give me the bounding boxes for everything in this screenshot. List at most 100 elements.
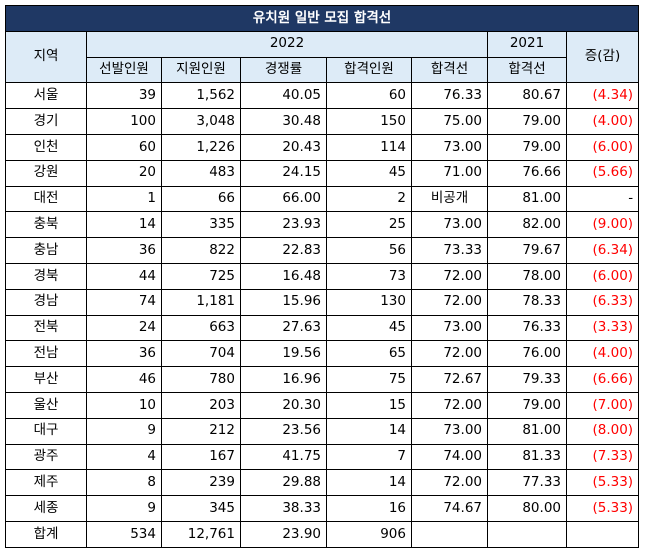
cell-cutoff-2022: 72.00	[411, 288, 488, 316]
cell-applicants: 3,048	[161, 108, 241, 135]
cell-cutoff-2022: 73.00	[411, 314, 488, 342]
cell-cutoff-2021: 80.67	[487, 82, 567, 110]
table-row: 충남 36 822 22.83 56 73.33 79.67 (6.34)	[5, 237, 640, 264]
cell-selected: 4	[86, 443, 162, 471]
header-cutoff-2022: 합격선	[411, 56, 488, 84]
cell-change: (7.00)	[565, 391, 640, 419]
cell-passed: 65	[326, 340, 412, 368]
cell-change: (5.33)	[565, 495, 640, 522]
cell-passed: 14	[326, 417, 412, 445]
admission-table: 유치원 일반 모집 합격선 지역 2022 2021 증(감) 선발인원 지원인…	[4, 5, 640, 548]
cell-ratio: 30.48	[240, 108, 327, 135]
cell-ratio: 20.30	[240, 391, 327, 419]
cell-region: 부산	[5, 366, 87, 393]
cell-cutoff-2021	[487, 520, 567, 548]
cell-ratio: 20.43	[240, 133, 327, 161]
table-row: 인천 60 1,226 20.43 114 73.00 79.00 (6.00)	[5, 133, 640, 161]
header-row-2: 선발인원 지원인원 경쟁률 합격인원 합격선 합격선	[6, 56, 639, 84]
cell-region: 강원	[5, 159, 87, 187]
cell-applicants: 1,226	[161, 133, 241, 161]
header-change: 증(감)	[565, 30, 640, 84]
title-row: 유치원 일반 모집 합격선	[4, 5, 640, 32]
cell-change: (9.00)	[565, 211, 640, 239]
cell-cutoff-2021: 79.67	[487, 237, 567, 264]
cell-selected: 44	[86, 262, 162, 290]
cell-region: 경기	[5, 108, 87, 135]
cell-applicants: 725	[161, 262, 241, 290]
total-row: 합계 534 12,761 23.90 906	[5, 520, 640, 548]
spreadsheet-table-container: 유치원 일반 모집 합격선 지역 2022 2021 증(감) 선발인원 지원인…	[4, 5, 640, 548]
cell-ratio: 24.15	[240, 159, 327, 187]
cell-applicants: 167	[161, 443, 241, 471]
cell-passed: 114	[326, 133, 412, 161]
cell-passed: 130	[326, 288, 412, 316]
cell-passed: 14	[326, 469, 412, 497]
cell-change: (5.33)	[565, 469, 640, 497]
cell-region: 서울	[5, 82, 87, 110]
cell-region: 전남	[5, 340, 87, 368]
cell-cutoff-2021: 81.33	[487, 443, 567, 471]
cell-ratio: 38.33	[240, 495, 327, 522]
cell-cutoff-2022: 73.00	[411, 211, 488, 239]
cell-applicants: 780	[161, 366, 241, 393]
cell-cutoff-2021: 79.00	[487, 391, 567, 419]
table-row: 전북 24 663 27.63 45 73.00 76.33 (3.33)	[5, 314, 640, 342]
cell-applicants: 822	[161, 237, 241, 264]
cell-cutoff-2022: 74.00	[411, 443, 488, 471]
cell-region: 대구	[5, 417, 87, 445]
table-row: 부산 46 780 16.96 75 72.67 79.33 (6.66)	[5, 366, 640, 393]
cell-cutoff-2021: 81.00	[487, 417, 567, 445]
table-title: 유치원 일반 모집 합격선	[4, 5, 640, 32]
cell-region: 제주	[5, 469, 87, 497]
cell-ratio: 16.48	[240, 262, 327, 290]
header-cutoff-2021: 합격선	[487, 56, 567, 84]
cell-passed: 73	[326, 262, 412, 290]
cell-region: 경북	[5, 262, 87, 290]
cell-cutoff-2021: 78.00	[487, 262, 567, 290]
cell-passed: 45	[326, 159, 412, 187]
cell-applicants: 345	[161, 495, 241, 522]
cell-ratio: 22.83	[240, 237, 327, 264]
cell-ratio: 19.56	[240, 340, 327, 368]
cell-cutoff-2022: 76.33	[411, 82, 488, 110]
cell-change: (6.34)	[565, 237, 640, 264]
table-row: 충북 14 335 23.93 25 73.00 82.00 (9.00)	[5, 211, 640, 239]
cell-ratio: 66.00	[240, 185, 327, 213]
cell-ratio: 23.56	[240, 417, 327, 445]
cell-passed: 2	[326, 185, 412, 213]
cell-region: 세종	[5, 495, 87, 522]
cell-region: 전북	[5, 314, 87, 342]
cell-selected: 20	[86, 159, 162, 187]
cell-applicants: 704	[161, 340, 241, 368]
cell-region: 울산	[5, 391, 87, 419]
cell-cutoff-2022: 72.67	[411, 366, 488, 393]
cell-cutoff-2022: 71.00	[411, 159, 488, 187]
cell-change: (8.00)	[565, 417, 640, 445]
cell-applicants: 483	[161, 159, 241, 187]
cell-cutoff-2021: 82.00	[487, 211, 567, 239]
cell-region: 경남	[5, 288, 87, 316]
cell-passed: 7	[326, 443, 412, 471]
table-body: 서울 39 1,562 40.05 60 76.33 80.67 (4.34) 경기 100 3,0…	[5, 82, 640, 548]
cell-selected: 46	[86, 366, 162, 393]
cell-region: 충남	[5, 237, 87, 264]
cell-passed: 75	[326, 366, 412, 393]
cell-cutoff-2022: 비공개	[411, 185, 488, 213]
header-ratio: 경쟁률	[240, 56, 327, 84]
cell-applicants: 66	[161, 185, 241, 213]
cell-cutoff-2022: 73.33	[411, 237, 488, 264]
cell-selected: 1	[86, 185, 162, 213]
cell-passed: 16	[326, 495, 412, 522]
cell-change: (7.33)	[565, 443, 640, 471]
table-row: 울산 10 203 20.30 15 72.00 79.00 (7.00)	[5, 391, 640, 419]
cell-selected: 36	[86, 340, 162, 368]
cell-cutoff-2022: 72.00	[411, 340, 488, 368]
cell-applicants: 12,761	[161, 520, 241, 548]
cell-region: 충북	[5, 211, 87, 239]
cell-ratio: 15.96	[240, 288, 327, 316]
cell-passed: 56	[326, 237, 412, 264]
cell-selected: 10	[86, 391, 162, 419]
cell-change: (6.33)	[565, 288, 640, 316]
table-row: 제주 8 239 29.88 14 72.00 77.33 (5.33)	[5, 469, 640, 497]
cell-change: (6.66)	[565, 366, 640, 393]
